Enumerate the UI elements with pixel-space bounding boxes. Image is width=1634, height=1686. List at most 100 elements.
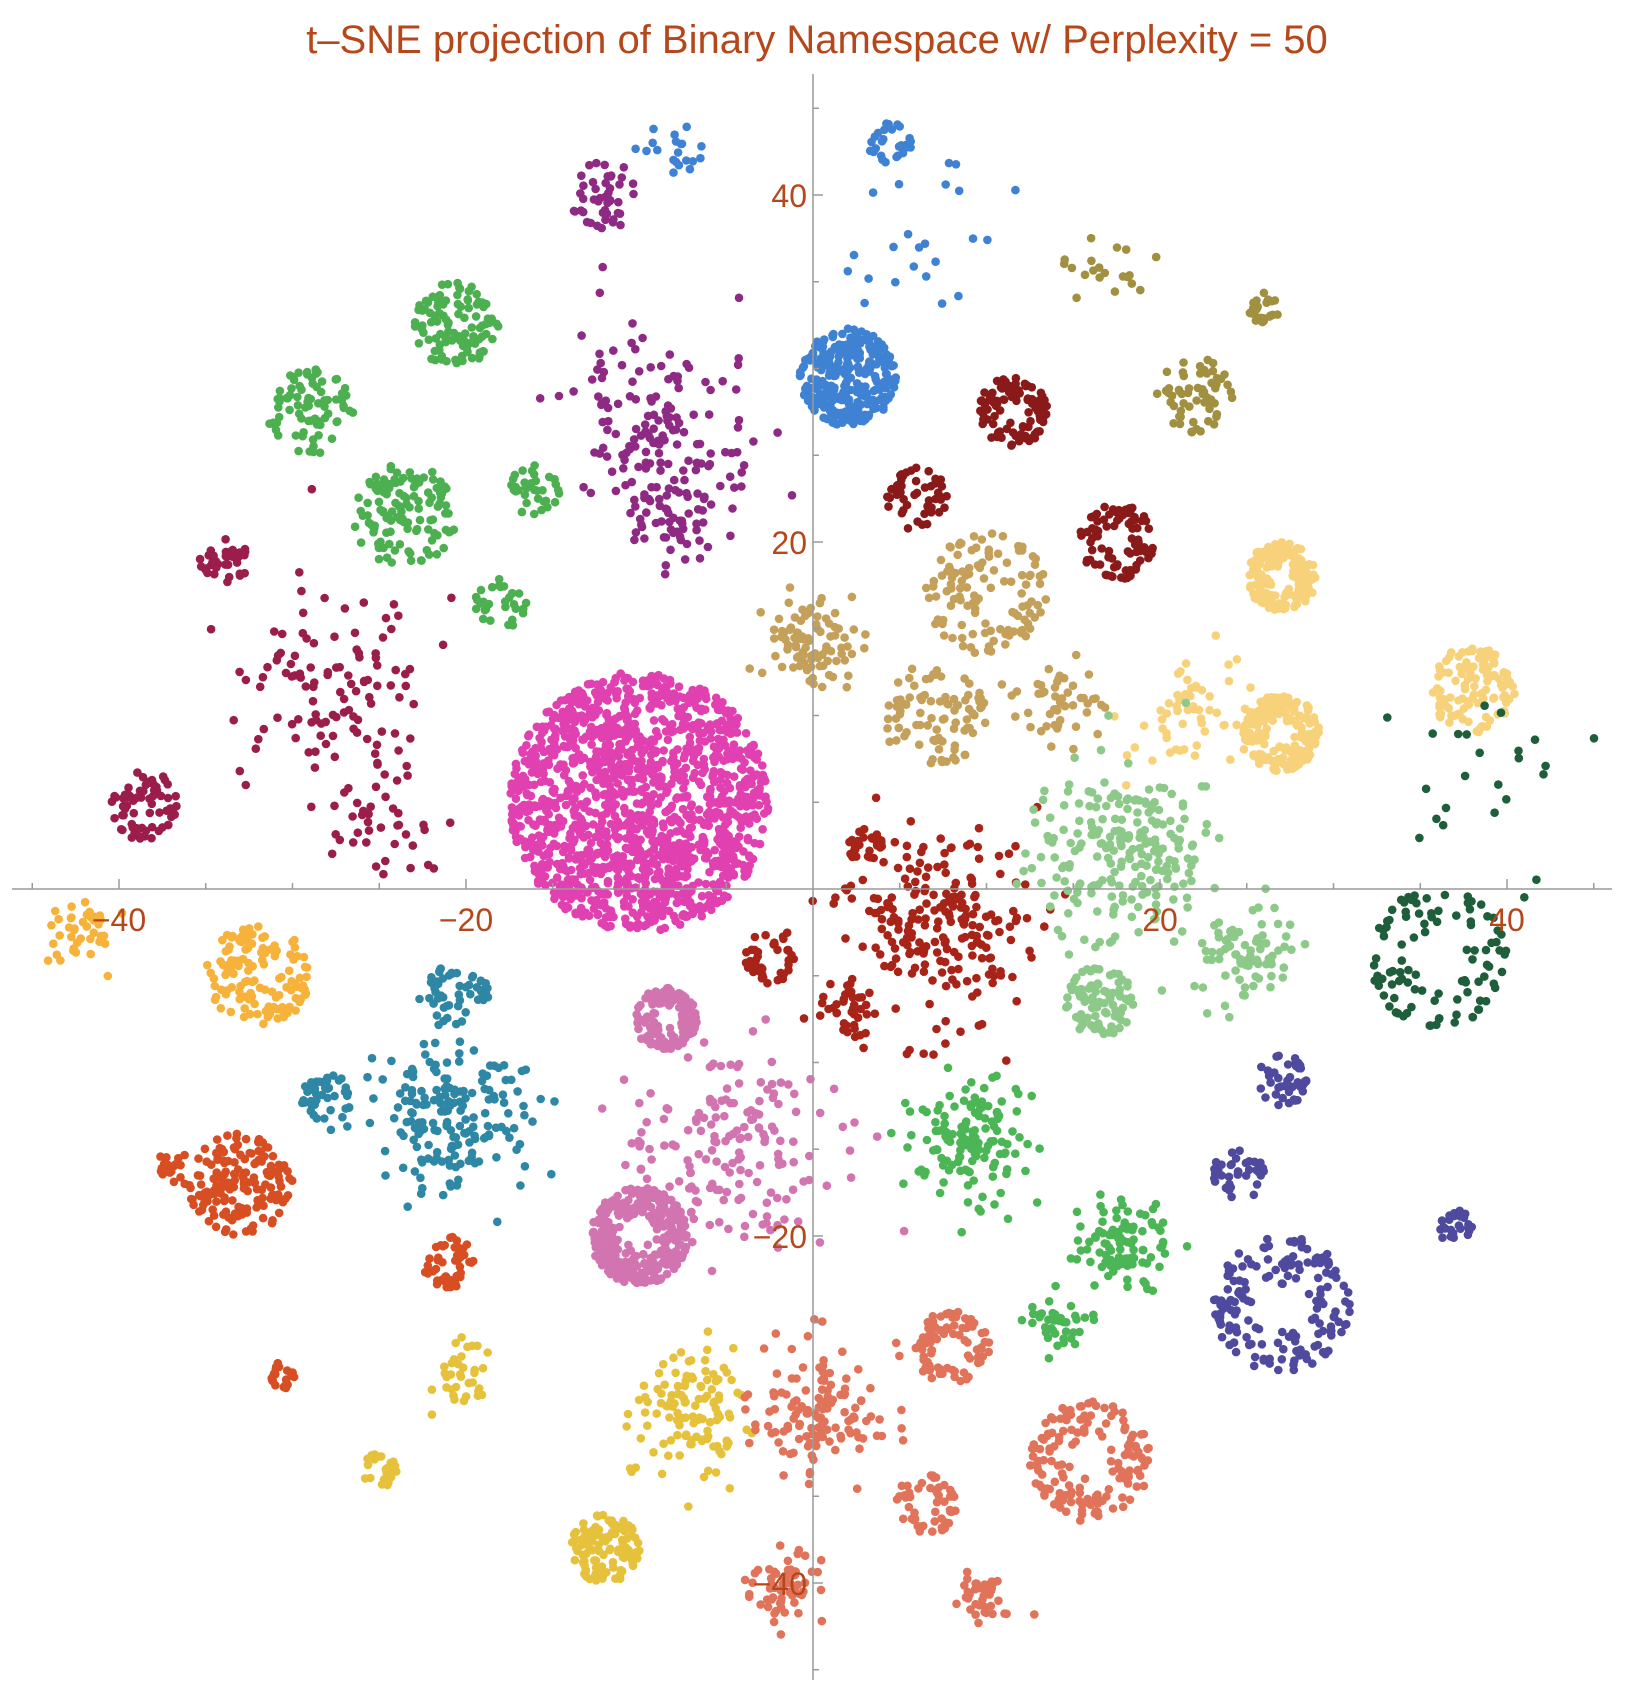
data-point xyxy=(56,956,65,965)
data-point xyxy=(352,728,362,737)
data-point xyxy=(294,715,303,724)
data-point xyxy=(331,830,341,839)
data-point xyxy=(1055,671,1064,680)
data-point xyxy=(635,693,645,703)
data-point xyxy=(550,724,559,734)
data-point xyxy=(479,995,488,1005)
data-point xyxy=(673,148,683,157)
data-point xyxy=(1465,896,1475,906)
data-point xyxy=(408,841,418,850)
data-point xyxy=(1063,993,1072,1002)
data-point xyxy=(1110,902,1119,912)
data-point xyxy=(582,217,592,227)
data-point xyxy=(372,661,382,670)
data-point xyxy=(1415,833,1424,843)
data-point xyxy=(663,416,672,426)
data-point xyxy=(451,355,460,365)
data-point xyxy=(798,647,808,657)
data-point xyxy=(731,811,741,820)
data-point xyxy=(1045,813,1055,822)
data-point xyxy=(1453,729,1463,739)
data-point xyxy=(1091,694,1100,703)
data-point xyxy=(860,643,869,653)
data-point xyxy=(398,514,407,523)
data-point xyxy=(445,818,455,827)
data-point xyxy=(481,329,491,339)
data-point xyxy=(731,385,741,394)
data-point xyxy=(1181,698,1191,708)
data-point xyxy=(235,766,245,776)
data-point xyxy=(1105,840,1115,849)
data-point xyxy=(645,807,654,816)
data-point xyxy=(877,842,887,851)
data-point xyxy=(381,1171,390,1180)
data-point xyxy=(550,894,559,904)
data-point xyxy=(1055,697,1065,707)
data-point xyxy=(1179,399,1188,408)
data-point xyxy=(593,365,602,374)
data-point xyxy=(634,462,643,472)
data-point xyxy=(651,761,661,770)
data-point xyxy=(949,753,958,762)
data-point xyxy=(1514,753,1524,763)
data-point xyxy=(830,342,840,352)
data-point xyxy=(749,437,758,446)
data-point xyxy=(1069,744,1078,754)
data-point xyxy=(1040,786,1049,796)
data-point xyxy=(687,800,696,809)
data-point xyxy=(757,668,767,678)
data-point xyxy=(929,1050,938,1059)
data-point xyxy=(527,833,537,842)
data-point xyxy=(372,740,382,750)
data-point xyxy=(799,362,809,371)
data-point xyxy=(877,924,887,934)
data-point xyxy=(907,929,917,938)
data-point xyxy=(832,1008,841,1018)
data-point xyxy=(1115,833,1125,843)
data-point xyxy=(403,771,412,780)
data-point xyxy=(1404,965,1413,975)
data-point xyxy=(799,1014,809,1023)
data-point xyxy=(549,750,559,760)
data-point xyxy=(1273,919,1283,929)
data-point xyxy=(277,972,286,982)
data-point xyxy=(371,862,381,871)
data-point xyxy=(824,1004,833,1014)
data-point xyxy=(714,743,724,753)
data-point xyxy=(861,1000,871,1010)
data-point xyxy=(664,854,674,864)
data-point xyxy=(527,768,537,777)
data-point xyxy=(1458,694,1467,703)
data-point xyxy=(1266,703,1275,713)
data-point xyxy=(308,696,318,706)
data-point xyxy=(926,758,936,768)
data-point xyxy=(533,876,543,886)
data-point xyxy=(733,423,743,432)
data-point xyxy=(1469,690,1479,699)
data-point xyxy=(906,137,915,146)
data-point xyxy=(670,761,679,771)
data-point xyxy=(1262,724,1271,733)
data-point xyxy=(672,440,682,449)
data-point xyxy=(1064,950,1074,959)
data-point xyxy=(1087,888,1096,898)
data-point xyxy=(861,630,870,639)
data-point xyxy=(274,990,284,1000)
data-point xyxy=(616,220,625,230)
data-point xyxy=(728,504,737,513)
data-point xyxy=(139,786,148,796)
data-point xyxy=(950,741,960,750)
data-point xyxy=(722,868,731,877)
data-point xyxy=(522,741,531,750)
data-point xyxy=(156,791,166,801)
data-point xyxy=(1012,996,1021,1006)
data-point xyxy=(682,539,692,549)
data-point xyxy=(395,693,404,702)
data-point xyxy=(681,763,691,773)
data-point xyxy=(567,865,576,875)
data-point xyxy=(457,1017,467,1026)
data-point xyxy=(1465,905,1475,914)
data-point xyxy=(1086,966,1095,976)
data-point xyxy=(1401,907,1410,917)
data-point xyxy=(1178,801,1188,811)
